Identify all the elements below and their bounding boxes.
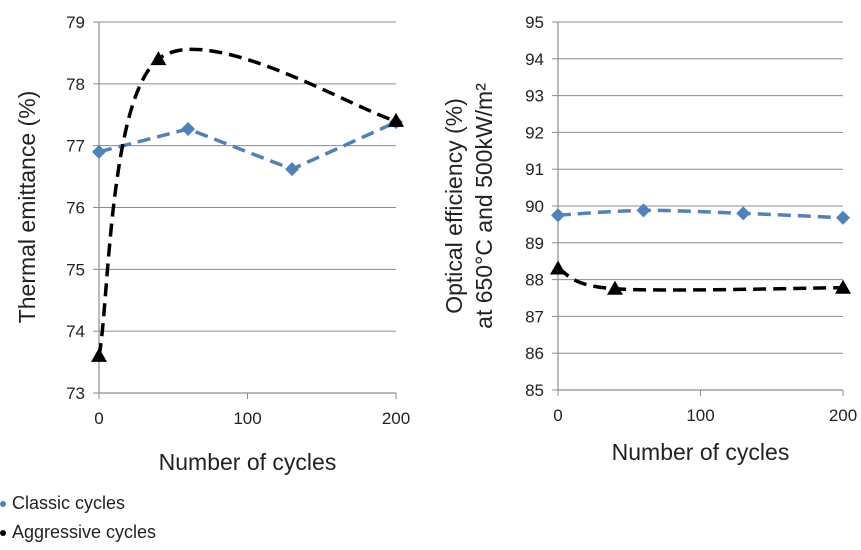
legend-aggressive-label: Aggressive cycles [12, 522, 156, 543]
y-tick-label: 74 [66, 322, 85, 341]
series-line-aggressive [99, 49, 396, 356]
legend-aggressive: Aggressive cycles [0, 522, 156, 543]
legend-classic-marker [0, 501, 6, 507]
y-axis-label-line: at 650°C and 500kW/m² [471, 83, 497, 329]
y-axis-label: Thermal emittance (%) [14, 91, 40, 324]
y-tick-label: 77 [66, 137, 85, 156]
y-tick-label: 87 [525, 307, 544, 326]
x-tick-label: 200 [382, 409, 410, 428]
data-point-classic [92, 145, 106, 159]
y-tick-label: 76 [66, 199, 85, 218]
y-tick-label: 86 [525, 344, 544, 363]
y-tick-label: 91 [525, 160, 544, 179]
y-tick-label: 73 [66, 384, 85, 403]
y-tick-label: 90 [525, 197, 544, 216]
data-point-classic [736, 206, 750, 220]
legend-classic: Classic cycles [0, 493, 125, 514]
x-axis-label: Number of cycles [612, 439, 790, 465]
x-tick-label: 100 [233, 409, 261, 428]
data-point-classic [181, 122, 195, 136]
y-tick-label: 92 [525, 123, 544, 142]
data-point-aggressive [150, 51, 166, 65]
legend-aggressive-marker [0, 530, 6, 536]
data-point-classic [551, 208, 565, 222]
y-tick-label: 89 [525, 234, 544, 253]
y-tick-label: 78 [66, 75, 85, 94]
x-tick-label: 100 [686, 406, 714, 425]
series-line-classic [558, 210, 843, 217]
y-tick-label: 93 [525, 87, 544, 106]
data-point-aggressive [550, 261, 566, 275]
y-tick-label: 94 [525, 50, 544, 69]
y-axis-label-line: Optical efficiency (%) [441, 98, 467, 314]
y-tick-label: 95 [525, 13, 544, 32]
x-tick-label: 200 [829, 406, 857, 425]
x-tick-label: 0 [553, 406, 562, 425]
legend-classic-label: Classic cycles [12, 493, 125, 514]
y-tick-label: 85 [525, 381, 544, 400]
data-point-aggressive [388, 113, 404, 127]
y-tick-label: 75 [66, 260, 85, 279]
optical-efficiency-chart: 85 86 87 88 89 90 91 92 93 94 95 0 100 200 Number of c… [441, 13, 857, 465]
data-point-aggressive [91, 348, 107, 362]
x-axis-label: Number of cycles [159, 449, 337, 475]
data-point-classic [836, 211, 850, 225]
thermal-emittance-chart: 73 74 75 76 77 78 79 0 100 200 Number of cycles The… [14, 13, 410, 475]
y-tick-label: 88 [525, 271, 544, 290]
y-axis-label: Optical efficiency (%) at 650°C and 500kW… [441, 83, 497, 329]
y-tick-label: 79 [66, 13, 85, 32]
data-point-classic [285, 162, 299, 176]
x-tick-label: 0 [94, 409, 103, 428]
